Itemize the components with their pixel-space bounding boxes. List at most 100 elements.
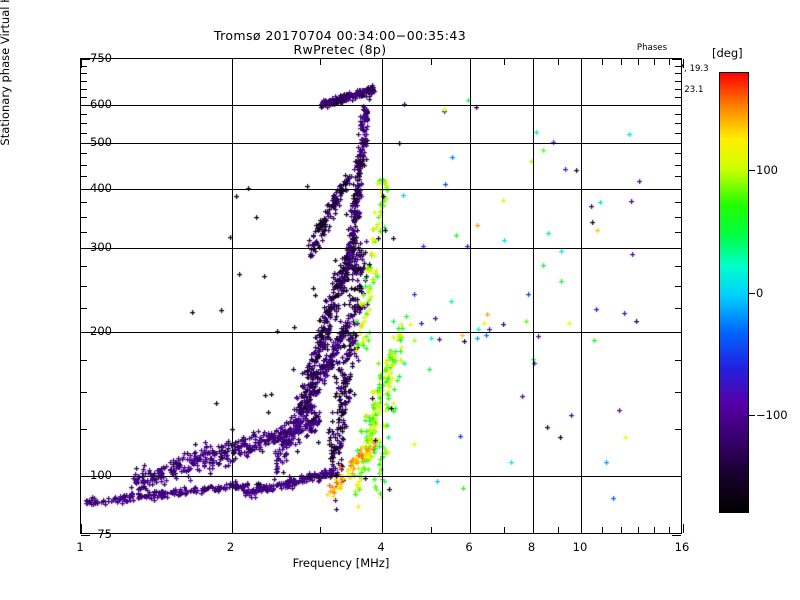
axis-tick	[675, 153, 681, 155]
axis-tick	[620, 527, 622, 533]
axis-tick	[672, 142, 681, 144]
axis-tick	[672, 332, 681, 334]
axis-tick	[81, 80, 87, 82]
gridline-horizontal	[81, 475, 681, 477]
colorbar-tick	[749, 292, 755, 294]
colorbar[interactable]	[719, 72, 749, 513]
colorbar-tick-label: 0	[756, 285, 764, 300]
axis-tick	[231, 524, 233, 533]
axis-tick	[81, 73, 87, 75]
gridline-horizontal	[81, 332, 681, 334]
axis-tick	[81, 113, 87, 115]
axis-tick	[675, 429, 681, 431]
axis-tick	[558, 527, 560, 533]
axis-tick	[675, 307, 681, 309]
axis-tick	[319, 527, 321, 533]
axis-tick	[81, 391, 87, 393]
axis-tick	[231, 59, 233, 68]
axis-tick	[430, 527, 432, 533]
axis-tick	[637, 59, 639, 65]
axis-tick	[81, 332, 90, 334]
y-tick-label: 200	[90, 324, 112, 339]
y-axis-title: Stationary phase Virtual Height [km]	[0, 0, 12, 146]
axis-tick	[503, 59, 505, 65]
phase-statistics-heading: Phases	[636, 43, 668, 53]
gridline-vertical	[581, 59, 582, 533]
axis-tick	[81, 216, 87, 218]
axis-tick	[81, 59, 90, 60]
axis-tick	[81, 96, 87, 98]
axis-tick	[319, 59, 321, 65]
axis-tick	[81, 429, 87, 431]
colorbar-tick	[749, 415, 755, 416]
axis-tick	[581, 524, 582, 533]
axis-tick	[81, 153, 87, 155]
axis-tick	[675, 266, 681, 268]
axis-tick	[81, 248, 90, 250]
y-tick-label: 75	[97, 527, 112, 541]
axis-tick	[675, 176, 681, 178]
axis-tick	[382, 59, 383, 68]
axis-tick	[672, 475, 681, 477]
x-tick-label: 8	[527, 540, 536, 554]
axis-tick	[675, 73, 681, 75]
axis-tick	[675, 123, 681, 125]
colorbar-tick-label: 100	[756, 163, 778, 177]
axis-tick	[81, 132, 87, 134]
axis-tick	[683, 59, 684, 68]
axis-tick	[81, 475, 90, 477]
scatter-canvas	[81, 59, 681, 533]
axis-tick	[620, 59, 622, 65]
axis-tick	[672, 188, 681, 190]
axis-tick	[81, 164, 87, 166]
axis-tick	[675, 113, 681, 115]
axis-tick	[672, 248, 681, 250]
axis-tick	[503, 527, 505, 533]
axis-tick	[675, 286, 681, 288]
y-tick-label: 100	[90, 467, 112, 482]
axis-tick	[675, 88, 681, 90]
page-title: Tromsø 20170704 00:34:00−00:35:43	[213, 28, 467, 43]
axis-tick	[581, 59, 582, 68]
axis-tick	[675, 391, 681, 393]
axis-tick	[558, 59, 560, 65]
axis-tick	[675, 96, 681, 98]
axis-tick	[81, 176, 87, 178]
gridline-vertical	[532, 59, 534, 533]
gridline-horizontal	[81, 142, 681, 144]
gridline-horizontal	[81, 188, 681, 190]
axis-tick	[675, 202, 681, 204]
axis-tick	[81, 105, 90, 107]
axis-tick	[81, 359, 87, 361]
axis-tick	[81, 66, 87, 67]
x-tick-label: 1	[76, 540, 84, 554]
axis-tick	[669, 527, 670, 533]
axis-tick	[672, 535, 681, 536]
axis-tick	[81, 307, 87, 309]
axis-tick	[430, 59, 432, 65]
axis-tick	[470, 524, 471, 533]
axis-tick	[81, 59, 82, 68]
axis-tick	[81, 266, 87, 268]
axis-tick	[672, 105, 681, 107]
axis-tick	[382, 524, 383, 533]
axis-tick	[81, 123, 87, 125]
axis-tick	[675, 66, 681, 67]
gridline-vertical	[382, 59, 383, 533]
axis-tick	[470, 59, 471, 68]
x-tick-label: 2	[226, 540, 235, 554]
axis-tick	[654, 527, 655, 533]
y-tick-label: 400	[90, 180, 112, 195]
axis-tick	[669, 59, 670, 65]
axis-tick	[672, 59, 681, 60]
x-tick-label: 6	[465, 540, 473, 554]
axis-tick	[637, 527, 639, 533]
axis-tick	[81, 202, 87, 204]
axis-tick	[654, 59, 655, 65]
colorbar-unit-label: [deg]	[712, 46, 743, 60]
gridline-vertical	[470, 59, 471, 533]
plot-area[interactable]	[80, 58, 684, 536]
colorbar-tick	[749, 170, 755, 171]
axis-tick	[601, 527, 603, 533]
